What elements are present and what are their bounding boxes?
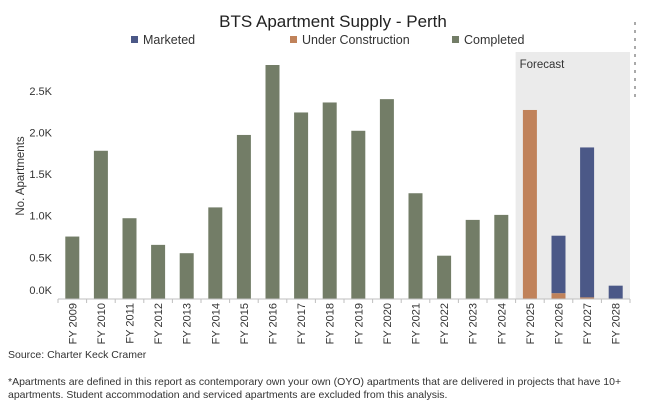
x-tick-label: FY 2021 xyxy=(411,303,423,344)
x-tick-label: FY 2018 xyxy=(325,303,337,344)
y-tick-label: 0.5K xyxy=(29,252,52,264)
bar-under-construction-fy-2026 xyxy=(551,293,566,299)
y-tick-label: 0.0K xyxy=(29,285,52,297)
x-tick-label: FY 2013 xyxy=(182,303,194,344)
legend-label-marketed: Marketed xyxy=(143,33,195,47)
bar-completed-fy-2014 xyxy=(208,207,223,299)
legend-swatch-marketed xyxy=(131,36,138,43)
bar-completed-fy-2023 xyxy=(465,219,480,299)
x-tick-label: FY 2019 xyxy=(353,303,365,344)
legend-label-completed: Completed xyxy=(464,33,524,47)
bars xyxy=(65,65,623,300)
bar-under-construction-fy-2025 xyxy=(522,109,537,299)
y-tick-label: 1.0K xyxy=(29,211,52,223)
bar-completed-fy-2017 xyxy=(294,112,309,300)
footnote: *Apartments are defined in this report a… xyxy=(8,376,622,401)
x-tick-label: FY 2009 xyxy=(67,303,79,344)
legend-swatch-completed xyxy=(452,36,459,43)
y-tick-label: 2.0K xyxy=(29,127,52,139)
bar-under-construction-fy-2027 xyxy=(580,297,595,299)
legend-label-under-construction: Under Construction xyxy=(302,33,410,47)
x-tick-label: FY 2025 xyxy=(525,303,537,344)
bar-completed-fy-2010 xyxy=(93,150,108,299)
x-tick-label: FY 2023 xyxy=(468,303,480,344)
x-tick-label: FY 2027 xyxy=(582,303,594,344)
source-note: Source: Charter Keck Cramer xyxy=(8,349,147,361)
x-tick-label: FY 2026 xyxy=(554,303,566,344)
bar-completed-fy-2020 xyxy=(379,99,394,299)
bts-supply-chart: BTS Apartment Supply - Perth Marketed Und… xyxy=(15,12,636,344)
bar-completed-fy-2022 xyxy=(437,255,452,299)
bar-marketed-fy-2026 xyxy=(551,235,566,294)
y-tick-label: 2.5K xyxy=(29,86,52,98)
bar-completed-fy-2011 xyxy=(122,218,137,299)
bar-completed-fy-2019 xyxy=(351,130,366,299)
x-tick-label: FY 2017 xyxy=(296,303,308,344)
bar-completed-fy-2018 xyxy=(322,102,337,299)
y-axis-label: No. Apartments xyxy=(15,136,27,216)
bar-completed-fy-2016 xyxy=(265,65,280,299)
x-tick-label: FY 2020 xyxy=(382,303,394,344)
x-tick-label: FY 2016 xyxy=(268,303,280,344)
x-tick-label: FY 2015 xyxy=(239,303,251,344)
chart-title: BTS Apartment Supply - Perth xyxy=(219,12,447,31)
bar-completed-fy-2013 xyxy=(179,253,194,299)
bar-completed-fy-2024 xyxy=(494,214,509,299)
bar-completed-fy-2015 xyxy=(236,134,251,299)
bar-completed-fy-2012 xyxy=(151,244,166,299)
x-tick-label: FY 2014 xyxy=(210,303,222,344)
bar-marketed-fy-2027 xyxy=(580,147,595,298)
x-tick-label: FY 2022 xyxy=(439,303,451,344)
bar-completed-fy-2021 xyxy=(408,193,423,299)
bar-completed-fy-2009 xyxy=(65,236,80,299)
forecast-label: Forecast xyxy=(520,59,566,71)
x-tick-label: FY 2011 xyxy=(125,303,137,344)
legend-swatch-under-construction xyxy=(290,36,297,43)
y-tick-label: 1.5K xyxy=(29,169,52,181)
y-axis: 0.0K 0.5K 1.0K 1.5K 2.0K 2.5K xyxy=(29,86,52,297)
x-tick-label: FY 2028 xyxy=(611,303,623,344)
x-tick-label: FY 2010 xyxy=(96,303,108,344)
bar-marketed-fy-2028 xyxy=(608,285,623,299)
chart-legend: Marketed Under Construction Completed xyxy=(131,33,524,47)
x-tick-label: FY 2012 xyxy=(153,303,165,344)
x-tick-label: FY 2024 xyxy=(496,303,508,344)
x-axis: FY 2009 FY 2010 FY 2011 FY 2012 FY 2013 FY 20… xyxy=(57,298,631,344)
